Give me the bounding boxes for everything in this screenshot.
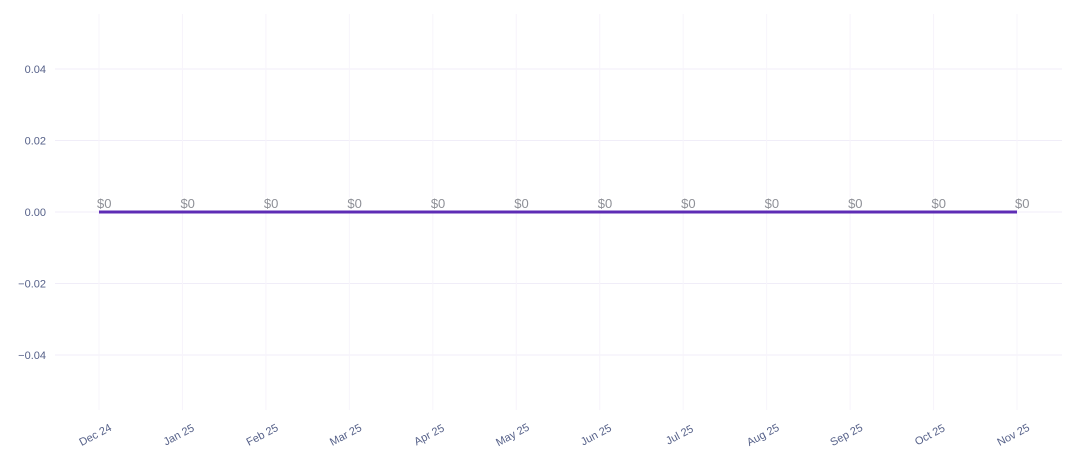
data-point-label: $0 — [514, 196, 528, 211]
data-point-label: $0 — [765, 196, 779, 211]
data-point-label: $0 — [264, 196, 278, 211]
x-axis-tick-label: Jan 25 — [162, 422, 197, 448]
data-point-label: $0 — [932, 196, 946, 211]
y-axis-tick-label: −0.04 — [18, 350, 46, 362]
data-point-label: $0 — [180, 196, 194, 211]
x-axis-tick-label: Jun 25 — [579, 422, 614, 448]
x-axis-tick-label: Apr 25 — [412, 422, 446, 448]
data-point-label: $0 — [598, 196, 612, 211]
y-axis-tick-label: 0.04 — [25, 64, 46, 76]
data-point-label: $0 — [97, 196, 111, 211]
x-axis-tick-label: Aug 25 — [745, 422, 781, 449]
data-point-label: $0 — [681, 196, 695, 211]
x-axis-tick-label: Dec 24 — [77, 422, 113, 449]
x-axis-tick-label: Nov 25 — [995, 422, 1031, 449]
y-axis-tick-label: 0.00 — [25, 207, 46, 219]
data-point-label: $0 — [1015, 196, 1029, 211]
x-axis-tick-label: Mar 25 — [328, 422, 364, 449]
y-axis-tick-label: 0.02 — [25, 136, 46, 148]
x-axis-tick-label: Sep 25 — [828, 422, 864, 449]
x-axis-tick-label: Oct 25 — [913, 422, 947, 448]
x-axis-tick-label: May 25 — [494, 422, 531, 450]
x-axis-tick-label: Jul 25 — [664, 423, 696, 447]
data-point-label: $0 — [431, 196, 445, 211]
data-point-label: $0 — [347, 196, 361, 211]
x-axis-tick-label: Feb 25 — [245, 422, 281, 449]
data-point-label: $0 — [848, 196, 862, 211]
y-axis-tick-label: −0.02 — [18, 278, 46, 290]
